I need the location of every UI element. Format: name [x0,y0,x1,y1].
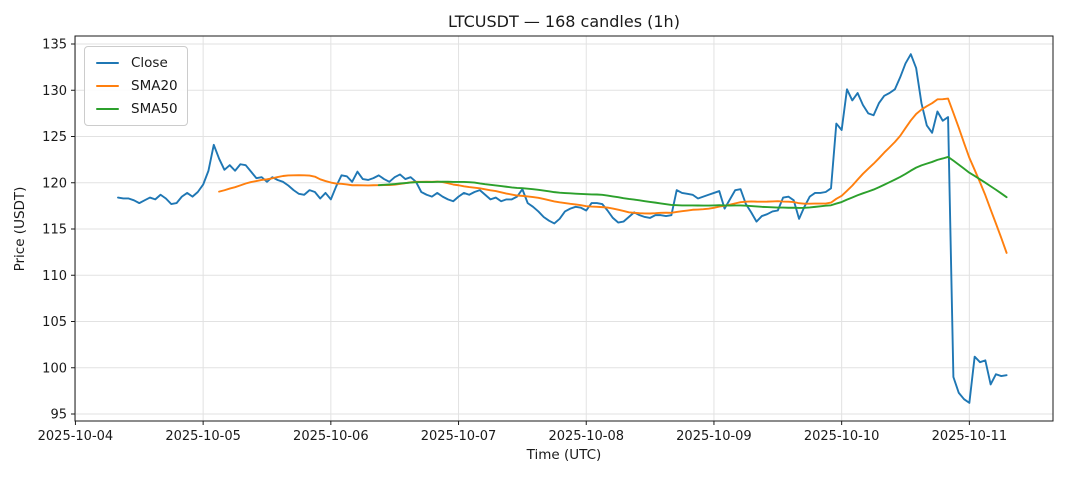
close-line [117,53,1008,404]
sma50-line [377,156,1008,209]
gridlines [74,36,1053,421]
y-tick-label: 120 [42,176,67,191]
y-axis-label: Price (USDT) [12,187,28,272]
y-tick-label: 125 [42,130,67,145]
x-tick-label: 2025-10-08 [548,429,624,444]
x-tick-label: 2025-10-04 [38,429,114,444]
legend-label: Close [131,55,168,71]
legend-label: SMA50 [131,101,178,117]
x-tick-label: 2025-10-05 [165,429,241,444]
y-tick-label: 105 [42,315,67,330]
y-tick-label: 115 [42,223,67,238]
legend-item-sma50: SMA50 [96,100,178,118]
y-tick-label: 110 [42,269,67,284]
legend: Close SMA20 SMA50 [84,46,188,126]
y-tick-label: 130 [42,84,67,99]
axis-ticks: 95 100 105 110 115 120 125 130 135 2025-10-04 2025… [38,38,1007,445]
x-tick-label: 2025-10-10 [804,429,880,444]
chart-title: LTCUSDT — 168 candles (1h) [448,12,680,31]
y-tick-label: 95 [50,408,67,423]
legend-item-sma20: SMA20 [96,77,178,95]
legend-item-close: Close [96,54,177,72]
x-tick-label: 2025-10-09 [676,429,752,444]
legend-swatch-close [96,61,119,65]
x-tick-label: 2025-10-06 [293,429,369,444]
x-tick-label: 2025-10-07 [421,429,497,444]
x-axis-label: Time (UTC) [526,447,602,463]
y-tick-label: 100 [42,361,67,376]
legend-swatch-sma20 [96,84,119,88]
y-tick-label: 135 [42,38,67,53]
x-tick-label: 2025-10-11 [932,429,1008,444]
series-lines [117,53,1008,404]
sma20-line [218,97,1008,254]
legend-swatch-sma50 [96,107,119,111]
legend-label: SMA20 [131,78,178,94]
